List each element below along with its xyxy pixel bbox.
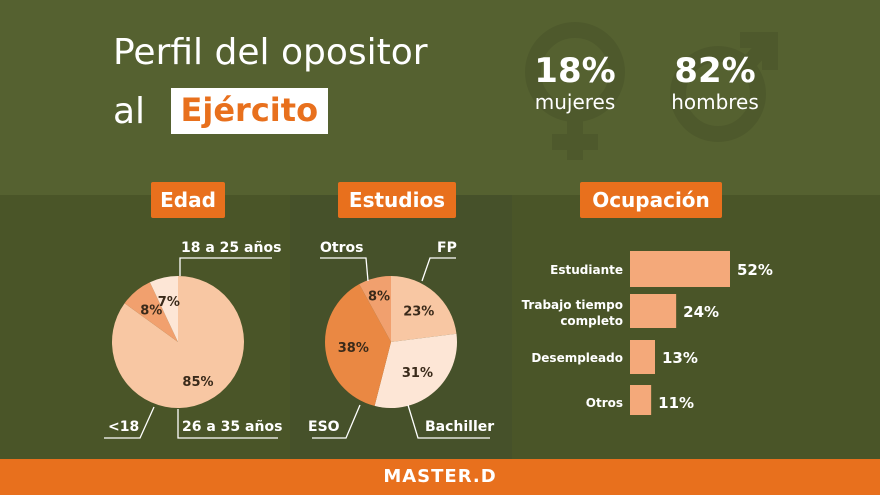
ocupacion-value-label-3: 11% xyxy=(658,394,694,412)
leader-lt18 xyxy=(104,406,155,439)
estudios-slice-1 xyxy=(374,333,457,408)
ocupacion-bar-0 xyxy=(630,251,730,287)
page-title-highlight: Ejército xyxy=(170,88,329,134)
estudios-value-label-3: 8% xyxy=(368,290,390,305)
edad-label-lt18: <18 xyxy=(108,419,140,435)
ocupacion-value-label-2: 13% xyxy=(662,349,698,367)
master-d-logo: MASTER.D xyxy=(383,466,497,487)
leader-fp xyxy=(421,257,456,282)
ocupacion-value-label-0: 52% xyxy=(737,261,773,279)
ocupacion-label-estudiante: Estudiante xyxy=(550,263,623,277)
edad-pie-chart: 85% 8%7% xyxy=(104,257,278,439)
edad-badge: Edad xyxy=(151,182,225,218)
page-title-line1: Perfil del opositor xyxy=(113,32,428,73)
ocupacion-badge: Ocupación xyxy=(580,182,722,218)
leader-26-35 xyxy=(177,409,278,439)
ocupacion-bar-2 xyxy=(630,340,655,374)
estudios-label-fp: FP xyxy=(437,240,457,256)
edad-label-18-25: 18 a 25 años xyxy=(181,240,282,256)
estudios-badge: Estudios xyxy=(338,182,456,218)
estudios-value-label-1: 31% xyxy=(402,366,433,381)
leader-18-25 xyxy=(179,257,272,276)
female-symbol-icon xyxy=(525,22,625,160)
edad-value-label-0: 85% xyxy=(182,375,213,390)
edad-value-label-1: 8% xyxy=(140,304,162,319)
ocupacion-bar-3 xyxy=(630,385,652,415)
estudios-pie-chart: 23% 31% 38% 8% xyxy=(312,257,490,439)
ocupacion-label-otros: Otros xyxy=(585,396,623,410)
leader-otros xyxy=(320,257,369,282)
ocupacion-label-desempleado: Desempleado xyxy=(531,351,623,365)
ocupacion-label-trabajo: Trabajo tiempo completo xyxy=(521,298,623,328)
estudios-value-label-2: 38% xyxy=(338,341,369,356)
women-stat: 18% mujeres xyxy=(525,52,625,114)
edad-label-26-35: 26 a 35 años xyxy=(182,419,283,435)
leader-bachiller xyxy=(407,404,490,439)
edad-slice-1 xyxy=(124,282,178,342)
footer-bar: MASTER.D xyxy=(0,459,880,495)
estudios-value-label-0: 23% xyxy=(403,304,434,319)
estudios-label-bachiller: Bachiller xyxy=(425,419,495,435)
men-label: hombres xyxy=(671,90,759,114)
ocupacion-value-label-1: 24% xyxy=(683,303,719,321)
page-title-line2: al Ejército xyxy=(113,88,329,134)
edad-value-label-2: 7% xyxy=(158,295,180,310)
page-title-prefix: al xyxy=(113,90,146,132)
male-symbol-icon xyxy=(670,32,778,142)
estudios-slice-2 xyxy=(325,284,391,406)
gender-symbols-decoration xyxy=(525,22,778,160)
edad-slice-2 xyxy=(149,276,178,342)
women-percent: 18% xyxy=(534,51,616,91)
estudios-label-otros: Otros xyxy=(320,240,364,256)
ocupacion-bar-chart: 52% 24% 13% 11% xyxy=(630,251,773,415)
estudios-slice-0 xyxy=(391,276,457,342)
leader-eso xyxy=(312,404,361,439)
edad-slice-0 xyxy=(112,276,245,408)
women-label: mujeres xyxy=(534,90,616,114)
men-percent: 82% xyxy=(674,51,756,91)
estudios-slice-3 xyxy=(359,276,391,342)
men-stat: 82% hombres xyxy=(660,52,770,114)
header-band xyxy=(0,0,880,195)
estudios-label-eso: ESO xyxy=(308,419,340,435)
ocupacion-bar-1 xyxy=(630,294,677,328)
